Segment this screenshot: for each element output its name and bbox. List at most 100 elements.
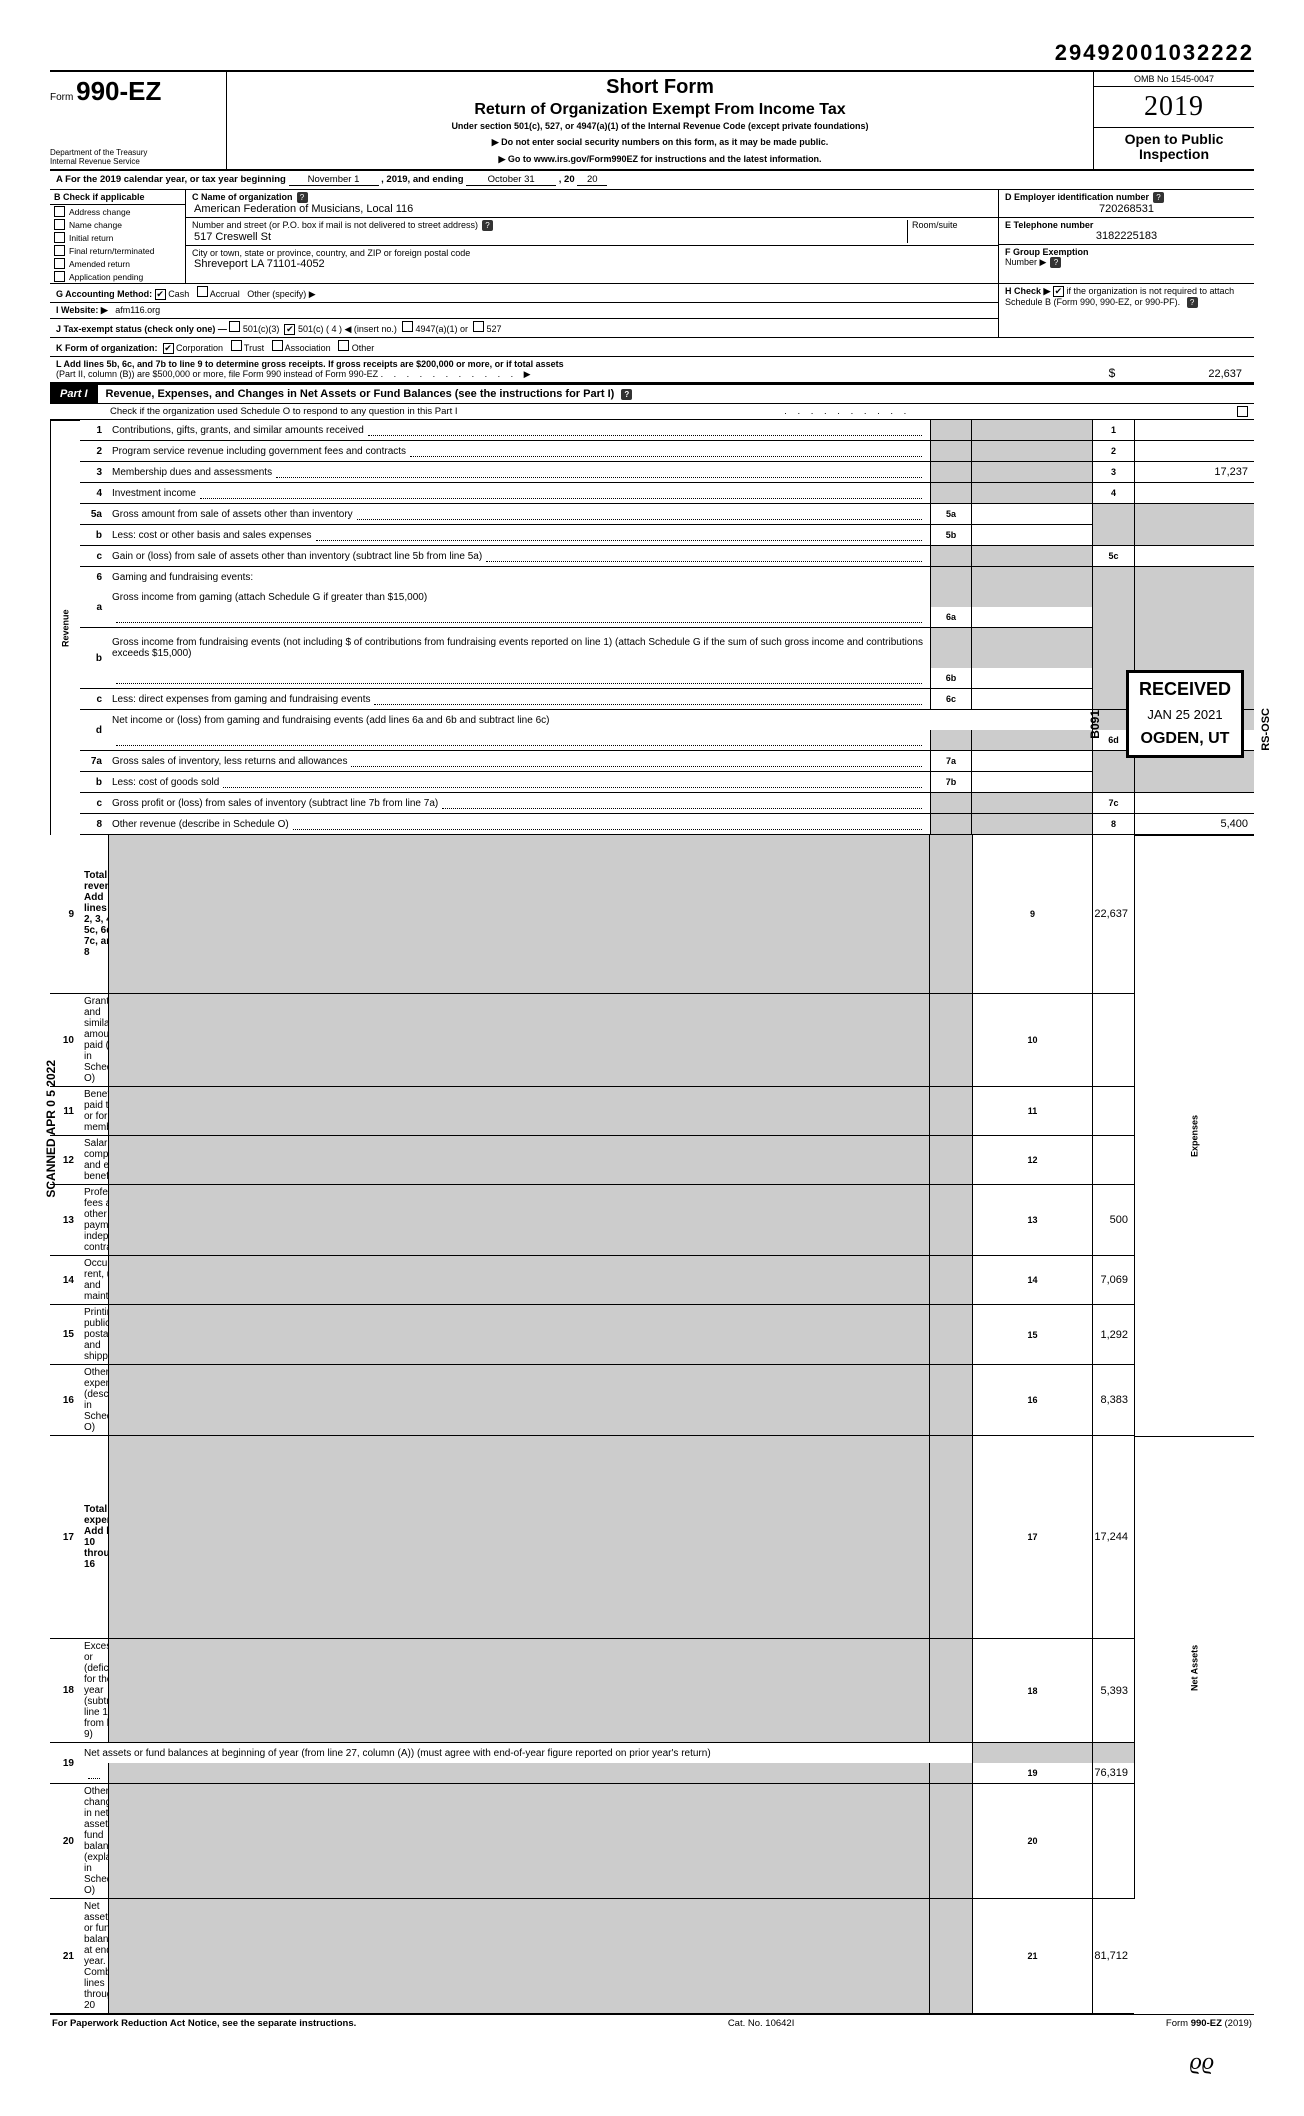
rbox-1: 1: [1092, 420, 1134, 441]
ival-6c[interactable]: [972, 689, 1092, 710]
desc-4: Investment income: [108, 483, 930, 504]
val-17[interactable]: 17,244: [1092, 1436, 1134, 1639]
spacer: [108, 994, 930, 1087]
city-label: City or town, state or province, country…: [192, 248, 470, 258]
received-date: JAN 25 2021: [1139, 706, 1231, 724]
ival-6b[interactable]: [972, 668, 1092, 689]
num-8: 8: [80, 814, 108, 835]
under-section: Under section 501(c), 527, or 4947(a)(1)…: [235, 121, 1085, 131]
f-label2: Number ▶: [1005, 257, 1046, 267]
val-4[interactable]: [1134, 483, 1254, 504]
help-icon[interactable]: ?: [297, 192, 308, 203]
cb-name-change[interactable]: Name change: [50, 218, 185, 231]
desc-6d-cont: [108, 730, 930, 751]
num-14: 14: [50, 1256, 80, 1305]
j-opt: 501(c) ( 4 ) ◀ (insert no.): [298, 324, 397, 334]
rbox-11: 11: [972, 1087, 1092, 1136]
desc-20: Other changes in net assets or fund bala…: [80, 1784, 108, 1899]
num-1: 1: [80, 420, 108, 441]
cb-corp[interactable]: ✔: [163, 343, 174, 354]
val-16[interactable]: 8,383: [1092, 1365, 1134, 1436]
help-icon[interactable]: ?: [1153, 192, 1164, 203]
val-15[interactable]: 1,292: [1092, 1305, 1134, 1365]
num-21: 21: [50, 1899, 80, 2014]
line-a-yy[interactable]: 20: [577, 174, 607, 186]
rbox-14: 14: [972, 1256, 1092, 1305]
spacer: [930, 628, 972, 648]
tax-year: 2019: [1094, 87, 1254, 128]
cb-schedule-o[interactable]: [1237, 406, 1248, 417]
ival-7a[interactable]: [972, 751, 1092, 772]
short-form-title: Short Form: [235, 76, 1085, 99]
ival-6a[interactable]: [972, 607, 1092, 628]
val-10[interactable]: [1092, 994, 1134, 1087]
val-11[interactable]: [1092, 1087, 1134, 1136]
street[interactable]: 517 Creswell St: [192, 231, 271, 243]
desc-2: Program service revenue including govern…: [108, 441, 930, 462]
website[interactable]: afm116.org: [115, 305, 160, 315]
val-12[interactable]: [1092, 1136, 1134, 1185]
cb-cash[interactable]: ✔: [155, 289, 166, 300]
column-def: D Employer identification number? 720268…: [998, 190, 1254, 283]
val-13[interactable]: 500: [1092, 1185, 1134, 1256]
val-2[interactable]: [1134, 441, 1254, 462]
cb-527[interactable]: [473, 321, 484, 332]
line-a-begin[interactable]: November 1: [289, 174, 379, 186]
cb-other[interactable]: [338, 340, 349, 351]
spacer: [972, 441, 1092, 462]
line-a-end-month[interactable]: October 31: [466, 174, 556, 186]
cb-amended[interactable]: Amended return: [50, 257, 185, 270]
cb-accrual[interactable]: [197, 286, 208, 297]
cb-501c[interactable]: ✔: [284, 324, 295, 335]
cb-address-change[interactable]: Address change: [50, 205, 185, 218]
val-18[interactable]: 5,393: [1092, 1639, 1134, 1743]
cb-h[interactable]: ✔: [1053, 286, 1064, 297]
cb-initial-return[interactable]: Initial return: [50, 231, 185, 244]
cb-app-pending[interactable]: Application pending: [50, 270, 185, 283]
rbox-12: 12: [972, 1136, 1092, 1185]
side-revenue: Revenue: [50, 420, 80, 835]
ival-7b[interactable]: [972, 772, 1092, 793]
org-name[interactable]: American Federation of Musicians, Local …: [192, 203, 413, 215]
val-1[interactable]: [1134, 420, 1254, 441]
spacer: [972, 587, 1092, 607]
desc-6a-cont: [108, 607, 930, 628]
cb-trust[interactable]: [231, 340, 242, 351]
rs-osc-stamp: RS-OSC: [1260, 708, 1272, 751]
help-icon[interactable]: ?: [1187, 297, 1198, 308]
form-no-val: 990-EZ: [76, 76, 161, 106]
val-7c[interactable]: [1134, 793, 1254, 814]
cb-final-return[interactable]: Final return/terminated: [50, 244, 185, 257]
city[interactable]: Shreveport LA 71101-4052: [192, 258, 325, 270]
val-20[interactable]: [1092, 1784, 1134, 1899]
cb-assoc[interactable]: [272, 340, 283, 351]
cb-501c3[interactable]: [229, 321, 240, 332]
spacer: [1134, 772, 1254, 793]
spacer: [930, 587, 972, 607]
cb-4947[interactable]: [402, 321, 413, 332]
rbox-10: 10: [972, 994, 1092, 1087]
cb-lbl: Initial return: [69, 233, 113, 243]
spacer: [972, 730, 1092, 751]
scanner-stamp: SCANNED APR 0 5 2022: [44, 1060, 58, 1198]
ein[interactable]: 720268531: [1005, 203, 1248, 215]
num-20: 20: [50, 1784, 80, 1899]
rbox-13: 13: [972, 1185, 1092, 1256]
help-icon[interactable]: ?: [621, 389, 632, 400]
desc-6: Gaming and fundraising events:: [108, 567, 930, 587]
help-icon[interactable]: ?: [1050, 257, 1061, 268]
l-value[interactable]: 22,637: [1122, 368, 1248, 380]
val-9[interactable]: 22,637: [1092, 835, 1134, 994]
val-3[interactable]: 17,237: [1134, 462, 1254, 483]
desc-7a: Gross sales of inventory, less returns a…: [108, 751, 930, 772]
help-icon[interactable]: ?: [482, 220, 493, 231]
val-8[interactable]: 5,400: [1134, 814, 1254, 835]
ival-5b[interactable]: [972, 525, 1092, 546]
phone[interactable]: 3182225183: [1005, 230, 1248, 242]
val-14[interactable]: 7,069: [1092, 1256, 1134, 1305]
ival-5a[interactable]: [972, 504, 1092, 525]
val-19[interactable]: 76,319: [1092, 1763, 1134, 1784]
desc-5c: Gain or (loss) from sale of assets other…: [108, 546, 930, 567]
val-21[interactable]: 81,712: [1092, 1899, 1134, 2014]
val-5c[interactable]: [1134, 546, 1254, 567]
